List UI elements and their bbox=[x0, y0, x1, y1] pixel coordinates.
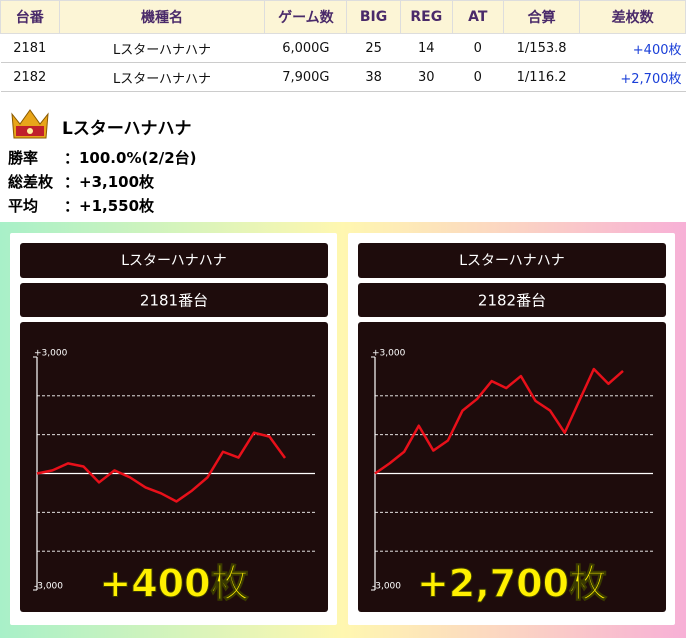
header-cell: 機種名 bbox=[58, 0, 266, 34]
data-table: 台番 機種名 ゲーム数 BIG REG AT 合算 差枚数 2181 Lスターハナハナ 6,000G… bbox=[0, 0, 686, 92]
cell: 1/116.2 bbox=[503, 62, 580, 92]
cell: 38 bbox=[346, 62, 401, 92]
table-row: 2181 Lスターハナハナ 6,000G 25 14 0 1/153.8 +400枚 bbox=[0, 33, 686, 63]
cell: 0 bbox=[452, 33, 504, 63]
cell: 25 bbox=[346, 33, 401, 63]
title-bar bbox=[358, 243, 666, 278]
header-cell: REG bbox=[399, 0, 453, 34]
y-tick-label: +3,000 bbox=[372, 349, 406, 359]
cell: 2182 bbox=[0, 62, 59, 92]
header-cell: 合算 bbox=[502, 0, 581, 34]
chart-title: Lスターハナハナ bbox=[459, 253, 565, 269]
cell: Lスターハナハナ bbox=[59, 33, 265, 63]
y-tick-label: -3,000 bbox=[34, 582, 63, 592]
summary-value: ：100.0%(2/2台) bbox=[64, 149, 197, 167]
summary-title: Lスターハナハナ bbox=[62, 119, 192, 139]
chart-subtitle: 2181番台 bbox=[140, 292, 208, 310]
header-cell: 差枚数 bbox=[579, 0, 686, 34]
data-line bbox=[36, 431, 287, 503]
y-tick-label: -3,000 bbox=[372, 582, 401, 592]
result-label: +400枚 bbox=[99, 562, 248, 606]
cell: Lスターハナハナ bbox=[59, 62, 265, 92]
title-bar bbox=[20, 243, 328, 278]
subtitle-bar bbox=[358, 283, 666, 317]
header-cell: ゲーム数 bbox=[264, 0, 348, 34]
plot-area bbox=[20, 322, 328, 612]
header-cell: AT bbox=[451, 0, 504, 34]
chart-title: Lスターハナハナ bbox=[121, 253, 227, 269]
cell: 14 bbox=[400, 33, 453, 63]
cell: 1/153.8 bbox=[503, 33, 580, 63]
header-cell: 台番 bbox=[0, 0, 60, 34]
summary-value: ：+1,550枚 bbox=[64, 197, 155, 215]
summary-label: 勝率 bbox=[8, 149, 39, 167]
summary-value: ：+3,100枚 bbox=[64, 173, 155, 191]
summary-label: 平均 bbox=[8, 197, 39, 215]
chart-subtitle: 2182番台 bbox=[478, 292, 546, 310]
cell: +2,700枚 bbox=[579, 62, 686, 92]
table-row: 2182 Lスターハナハナ 7,900G 38 30 0 1/116.2 +2,700枚 bbox=[0, 62, 686, 92]
plot-area bbox=[358, 322, 666, 612]
charts-area: Lスターハナハナ 2181番台 +3,000 -3,000 +400枚 Lスターハナハナ 2… bbox=[0, 222, 686, 638]
cell: 0 bbox=[452, 62, 504, 92]
cell: 6,000G bbox=[264, 33, 347, 63]
header-cell: BIG bbox=[346, 0, 401, 34]
data-line bbox=[374, 367, 624, 475]
crown-icon bbox=[11, 109, 49, 139]
cell: 30 bbox=[400, 62, 453, 92]
cell: +400枚 bbox=[579, 33, 686, 63]
cell: 2181 bbox=[0, 33, 59, 63]
y-tick-label: +3,000 bbox=[34, 349, 68, 359]
cell: 7,900G bbox=[264, 62, 347, 92]
result-label: +2,700枚 bbox=[417, 562, 607, 606]
subtitle-bar bbox=[20, 283, 328, 317]
summary-label: 総差枚 bbox=[8, 173, 54, 191]
